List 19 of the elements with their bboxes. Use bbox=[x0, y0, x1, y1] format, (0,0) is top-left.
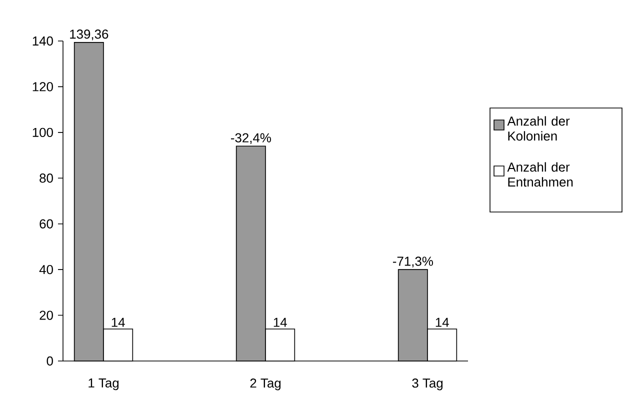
annotation: -32,4% bbox=[230, 133, 271, 144]
x-tick-label: 2 Tag bbox=[250, 378, 281, 390]
data-label: 139,36 bbox=[70, 30, 108, 40]
data-label: 14 bbox=[112, 318, 125, 327]
data-label: 14 bbox=[274, 318, 287, 327]
y-tick-label: 40 bbox=[39, 264, 53, 274]
y-tick-label: 0 bbox=[46, 356, 53, 366]
legend-label: Anzahl der Entnahmen bbox=[507, 162, 573, 187]
y-tick-label: 100 bbox=[32, 128, 53, 138]
y-tick-label: 140 bbox=[32, 36, 53, 46]
y-tick-label: 20 bbox=[40, 310, 53, 320]
annotation: -71,3% bbox=[392, 256, 433, 268]
x-tick-label: 1 Tag bbox=[88, 378, 119, 390]
data-label: 14 bbox=[436, 318, 449, 327]
y-tick-label: 60 bbox=[40, 219, 53, 228]
legend-label: Anzahl der Kolonien bbox=[507, 116, 570, 141]
x-tick-label: 3 Tag bbox=[412, 378, 443, 390]
y-tick-label: 80 bbox=[40, 174, 53, 183]
y-tick-label: 120 bbox=[32, 82, 53, 92]
